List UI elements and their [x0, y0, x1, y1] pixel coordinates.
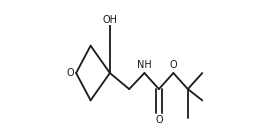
Text: OH: OH: [102, 15, 117, 25]
Text: O: O: [67, 68, 74, 78]
Text: NH: NH: [137, 60, 152, 70]
Text: O: O: [169, 60, 177, 70]
Text: O: O: [155, 115, 163, 125]
